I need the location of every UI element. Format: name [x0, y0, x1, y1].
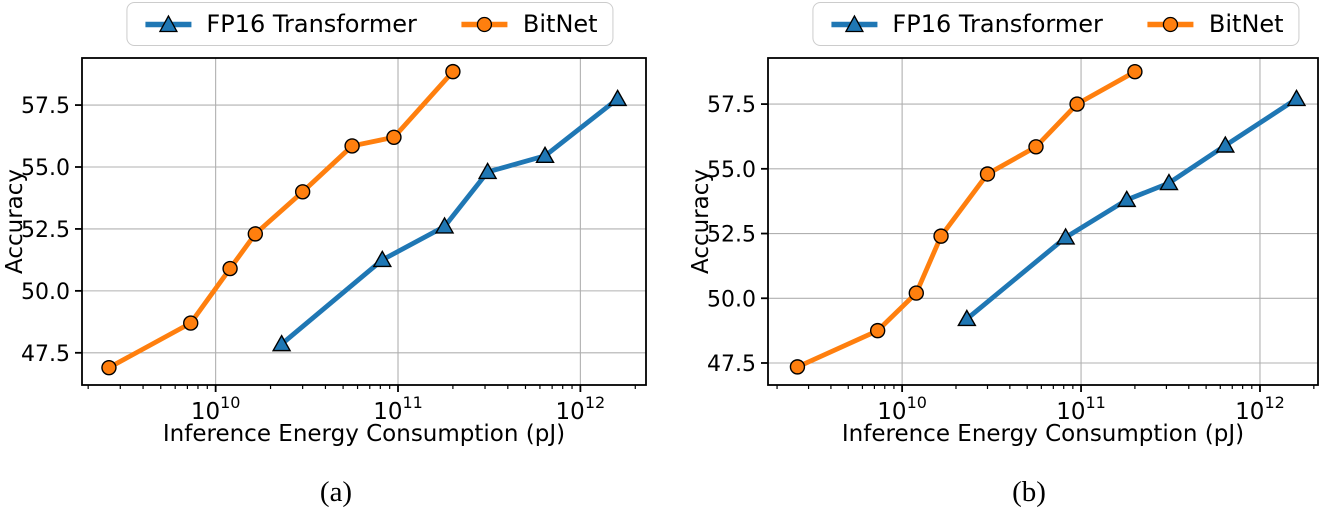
fp16-line-triangle-icon: [145, 14, 192, 33]
data-point-circle: [979, 166, 996, 182]
y-tick-label: 50.0: [707, 287, 756, 312]
bitnet-line-circle-icon: [1147, 16, 1194, 33]
data-point-triangle: [535, 145, 555, 164]
data-point-triangle: [434, 216, 455, 234]
data-point-triangle: [1215, 135, 1235, 153]
y-tick-label: 47.5: [21, 342, 70, 367]
fp16-line-triangle-icon: [831, 14, 878, 33]
data-point-circle: [789, 359, 806, 375]
data-point-circle: [247, 226, 264, 242]
data-point-triangle: [1055, 227, 1076, 245]
legend-chart-b: FP16 Transformer BitNet: [812, 2, 1300, 46]
data-point-circle: [1028, 139, 1044, 155]
grid-a: [82, 58, 646, 385]
bitnet-line-circle-icon: [461, 16, 508, 33]
y-tick-label: 52.5: [21, 218, 70, 243]
legend-label-bitnet: BitNet: [1208, 10, 1284, 38]
legend-item-fp16-transformer: FP16 Transformer: [142, 10, 417, 38]
legend-label-fp16: FP16 Transformer: [206, 10, 417, 38]
data-point-triangle: [372, 249, 392, 268]
data-point-triangle: [271, 334, 292, 352]
data-point-triangle: [607, 88, 628, 107]
data-point-circle: [1069, 96, 1085, 112]
data-point-circle: [908, 285, 924, 301]
y-tick-label: 57.5: [707, 93, 756, 118]
legend-label-fp16: FP16 Transformer: [892, 10, 1103, 38]
data-point-circle: [933, 228, 949, 244]
y-tick-label: 55.0: [707, 158, 756, 183]
y-tick-label: 47.5: [707, 352, 756, 377]
series-bitnet-b: [789, 64, 1143, 375]
legend-item-bitnet: BitNet: [459, 10, 598, 38]
data-point-triangle: [957, 309, 977, 327]
data-point-circle: [445, 63, 461, 80]
data-point-circle: [294, 184, 311, 200]
legend-item-bitnet: BitNet: [1145, 10, 1284, 38]
x-tick-label: 1011: [373, 393, 423, 425]
data-point-circle: [869, 322, 886, 339]
y-tick-label: 52.5: [707, 223, 756, 248]
series-fp16-transformer-b: [957, 88, 1307, 327]
x-axis-label-a: Inference Energy Consumption (pJ): [163, 421, 565, 447]
data-point-circle: [222, 260, 238, 277]
y-tick-label: 57.5: [21, 94, 70, 119]
caption-b: (b): [1012, 476, 1046, 508]
data-point-circle: [101, 359, 117, 376]
legend-item-fp16-transformer: FP16 Transformer: [828, 10, 1103, 38]
data-point-triangle: [1286, 88, 1307, 107]
legend-chart-a: FP16 Transformer BitNet: [126, 2, 614, 46]
x-tick-label: 1010: [877, 393, 927, 425]
data-point-triangle: [1159, 173, 1179, 191]
axes-frame-a: [81, 57, 647, 386]
data-point-circle: [386, 129, 402, 145]
grid-b: [768, 58, 1318, 385]
y-tick-label: 55.0: [21, 156, 70, 181]
data-point-circle: [183, 315, 199, 331]
legend-label-bitnet: BitNet: [522, 10, 598, 38]
data-point-triangle: [1117, 189, 1137, 208]
series-fp16-transformer-a: [271, 88, 628, 352]
data-point-circle: [1127, 64, 1143, 80]
caption-a: (a): [319, 476, 353, 508]
axes-frame-b: [767, 57, 1319, 386]
data-point-circle: [344, 138, 360, 154]
x-axis-label-b: Inference Energy Consumption (pJ): [842, 421, 1244, 447]
series-bitnet-a: [101, 63, 461, 376]
y-axis-label-a: Accuracy: [2, 169, 28, 274]
y-tick-label: 50.0: [21, 280, 70, 305]
y-axis-label-b: Accuracy: [688, 169, 714, 274]
x-tick-label: 1011: [1056, 393, 1106, 425]
data-point-triangle: [477, 162, 498, 180]
